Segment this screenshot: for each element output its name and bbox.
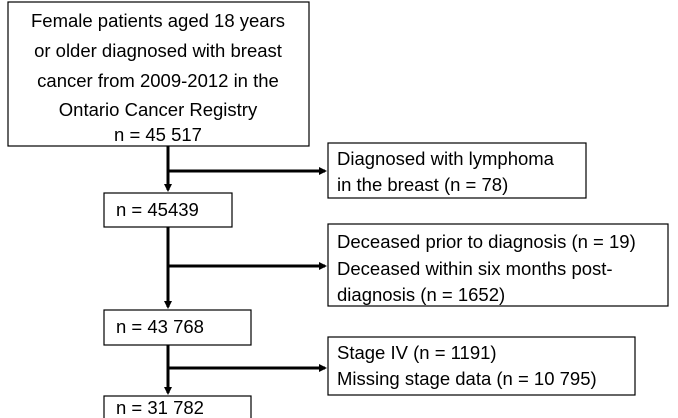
flow-box: Diagnosed with lymphoma in the breast (n … xyxy=(327,142,587,199)
box-text: n = 45439 xyxy=(116,199,199,220)
box-text: cancer from 2009-2012 in the xyxy=(37,70,279,91)
box-text: Missing stage data (n = 10 795) xyxy=(337,368,597,389)
box xyxy=(327,223,669,307)
box xyxy=(327,142,587,199)
box-text: Stage IV (n = 1191) xyxy=(337,342,497,363)
box-text: Deceased within six months post- xyxy=(337,258,613,279)
flow-box: Deceased prior to diagnosis (n = 19) Dece… xyxy=(327,223,669,307)
box-text: Ontario Cancer Registry xyxy=(59,99,258,120)
box xyxy=(103,395,252,418)
flow-box: Stage IV (n = 1191) Missing stage data (n… xyxy=(327,336,636,396)
flow-box: n = 45439 xyxy=(103,192,233,228)
box xyxy=(7,1,310,147)
box-text: Diagnosed with lymphoma xyxy=(337,148,555,169)
flow-box: n = 43 768 xyxy=(103,309,252,346)
box-text: n = 43 768 xyxy=(116,316,204,337)
box-text: in the breast (n = 78) xyxy=(337,174,508,195)
box-text: Deceased prior to diagnosis (n = 19) xyxy=(337,231,636,252)
connectors xyxy=(164,146,327,395)
box-text: n = 31 782 xyxy=(116,397,204,418)
box xyxy=(103,192,233,228)
box-text: n = 45 517 xyxy=(114,124,202,145)
box-text: or older diagnosed with breast xyxy=(34,40,282,61)
box-text: Female patients aged 18 years xyxy=(31,10,285,31)
box-text: diagnosis (n = 1652) xyxy=(337,284,505,305)
box xyxy=(103,309,252,346)
flow-box: Female patients aged 18 years or older di… xyxy=(7,1,310,147)
box xyxy=(327,336,636,396)
flow-box: n = 31 782 xyxy=(103,395,252,418)
